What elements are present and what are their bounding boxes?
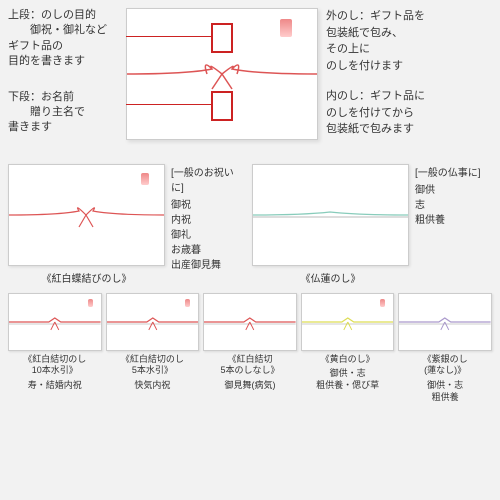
small-sub: 御供・志 粗供養・偲び草 (301, 368, 395, 391)
small-card-4: 《紫銀のし (蓮なし)》 御供・志 粗供養 (398, 293, 492, 404)
small-label: 《紅白結切のし 5本水引》 (106, 354, 200, 377)
lotus-label: 《仏蓮のし》 (252, 270, 409, 285)
right-labels: 外のし：ギフト品を 包装紙で包み、 その上に のしを付けます 内のし：ギフト品に… (326, 8, 481, 156)
noshi-stamp (141, 173, 149, 185)
small-sub: 御供・志 粗供養 (398, 380, 492, 403)
small-card-2: 《紅白結切 5本のしなし》 御見舞(病気) (203, 293, 297, 404)
buddhist-list: 御供 志 粗供養 (415, 183, 485, 228)
bow-icon (9, 197, 164, 233)
knot-icon (204, 312, 296, 332)
small-noshi (301, 293, 395, 351)
small-noshi (398, 293, 492, 351)
small-card-0: 《紅白結切のし 10本水引》 寿・結婚内祝 (8, 293, 102, 404)
celebration-purposes: [一般のお祝いに] 御祝 内祝 御礼 お歳暮 出産御見舞 (171, 164, 246, 285)
bow-icon (253, 200, 408, 230)
upper-title: 上段：のしの目的 (8, 8, 118, 23)
small-card-3: 《黄白のし》 御供・志 粗供養・偲び草 (301, 293, 395, 404)
small-noshi (106, 293, 200, 351)
small-label: 《黄白のし》 (301, 354, 395, 366)
top-section: 上段：のしの目的 御祝・御礼など ギフト品の 目的を書きます 下段：お名前 贈り… (8, 8, 492, 156)
arrow-lower (126, 104, 212, 105)
celebration-list: 御祝 内祝 御礼 お歳暮 出産御見舞 (171, 198, 246, 273)
small-noshi (203, 293, 297, 351)
buddhist-purposes: [一般の仏事に] 御供 志 粗供養 (415, 164, 485, 285)
small-sub: 寿・結婚内祝 (8, 380, 102, 392)
noshi-stamp (280, 19, 292, 37)
small-label: 《紅白結切のし 10本水引》 (8, 354, 102, 377)
upper-box (211, 23, 233, 53)
redwhite-bow-label: 《紅白蝶結びのし》 (8, 270, 165, 285)
small-label: 《紅白結切 5本のしなし》 (203, 354, 297, 377)
arrow-upper (126, 36, 212, 37)
inner-title: 内のし： (326, 90, 370, 102)
knot-icon (9, 312, 101, 332)
lower-title: 下段：お名前 (8, 90, 118, 105)
redwhite-bow-card (8, 164, 165, 266)
buddhist-title: [一般の仏事に] (415, 164, 485, 179)
lower-desc: 贈り主名で 書きます (8, 105, 118, 136)
celebration-title: [一般のお祝いに] (171, 164, 246, 194)
small-sub: 御見舞(病気) (203, 380, 297, 392)
knot-icon (107, 312, 199, 332)
knot-icon (302, 312, 394, 332)
small-card-1: 《紅白結切のし 5本水引》 快気内祝 (106, 293, 200, 404)
bottom-section: 《紅白結切のし 10本水引》 寿・結婚内祝 《紅白結切のし 5本水引》 快気内祝… (8, 293, 492, 404)
small-sub: 快気内祝 (106, 380, 200, 392)
main-noshi-card (126, 8, 318, 140)
lower-box (211, 91, 233, 121)
middle-section: 《紅白蝶結びのし》 [一般のお祝いに] 御祝 内祝 御礼 お歳暮 出産御見舞 《… (8, 164, 492, 285)
small-noshi (8, 293, 102, 351)
small-label: 《紫銀のし (蓮なし)》 (398, 354, 492, 377)
outer-title: 外のし： (326, 10, 370, 22)
bow-icon (127, 54, 317, 94)
upper-desc: 御祝・御礼など ギフト品の 目的を書きます (8, 23, 118, 69)
left-labels: 上段：のしの目的 御祝・御礼など ギフト品の 目的を書きます 下段：お名前 贈り… (8, 8, 118, 156)
lotus-card (252, 164, 409, 266)
knot-icon (399, 312, 491, 332)
